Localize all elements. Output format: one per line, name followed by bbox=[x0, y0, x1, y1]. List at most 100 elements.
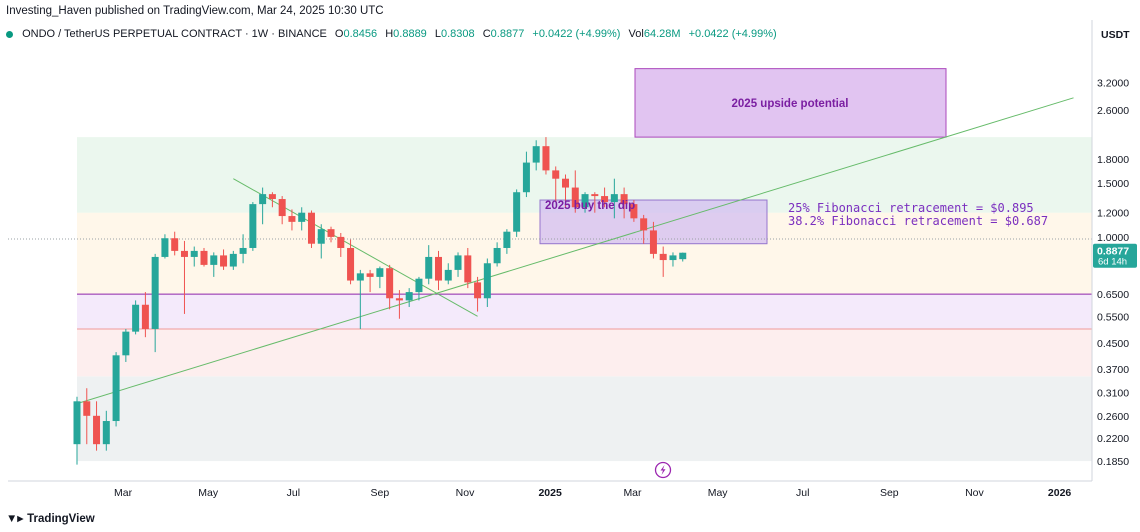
y-axis-unit: USDT bbox=[1101, 29, 1130, 41]
candle-body bbox=[522, 162, 530, 193]
candle-body bbox=[200, 250, 208, 265]
candle-body bbox=[298, 212, 306, 222]
candle-body bbox=[640, 218, 648, 231]
change-value: +0.0422 (+4.99%) bbox=[532, 28, 621, 40]
lightning-bolt-glyph bbox=[660, 465, 666, 475]
candle-body bbox=[376, 268, 384, 277]
candle-body bbox=[571, 187, 579, 208]
candle-body bbox=[190, 250, 198, 257]
candle-body bbox=[122, 331, 130, 356]
candle-body bbox=[532, 146, 540, 163]
candle-body bbox=[317, 229, 325, 244]
fib-band bbox=[77, 376, 1092, 462]
candle-body bbox=[151, 256, 159, 329]
downtrend-line bbox=[233, 178, 478, 317]
brand-name: TradingView bbox=[27, 513, 95, 525]
open-label: O bbox=[334, 28, 344, 40]
y-tick-label: 3.2000 bbox=[1097, 77, 1129, 89]
candle-body bbox=[102, 421, 110, 445]
candle-body bbox=[347, 247, 355, 281]
candle-body bbox=[405, 292, 413, 301]
candle-body bbox=[141, 304, 149, 329]
fib-band bbox=[77, 294, 1092, 329]
upside-potential-box bbox=[634, 68, 947, 138]
close-label: C bbox=[482, 28, 491, 40]
candle-body bbox=[601, 196, 609, 203]
symbol-name[interactable]: ONDO / TetherUS PERPETUAL CONTRACT · 1W … bbox=[22, 28, 327, 40]
candle-body bbox=[649, 230, 657, 254]
candle-body bbox=[395, 298, 403, 301]
y-tick-label: 0.2600 bbox=[1097, 411, 1129, 423]
candle-body bbox=[444, 269, 452, 281]
y-tick-label: 0.2200 bbox=[1097, 433, 1129, 445]
candle-body bbox=[307, 212, 315, 244]
x-tick-label: Mar bbox=[623, 487, 642, 499]
y-tick-label: 0.4500 bbox=[1097, 338, 1129, 350]
x-tick-label: Sep bbox=[371, 487, 390, 499]
candle-body bbox=[337, 236, 345, 248]
candle-body bbox=[493, 247, 501, 264]
y-tick-label: 1.2000 bbox=[1097, 208, 1129, 220]
candle-body bbox=[366, 273, 374, 277]
y-tick-label: 2.6000 bbox=[1097, 105, 1129, 117]
y-tick-label: 1.8000 bbox=[1097, 154, 1129, 166]
x-tick-label: Jul bbox=[796, 487, 809, 499]
x-tick-label: 2025 bbox=[538, 487, 562, 499]
current-price-label: 0.8877 bbox=[1097, 246, 1129, 258]
candle-body bbox=[268, 194, 276, 200]
symbol-info: ONDO / TetherUS PERPETUAL CONTRACT · 1W … bbox=[6, 28, 777, 40]
candle-body bbox=[93, 415, 101, 445]
countdown-label: 6d 14h bbox=[1098, 257, 1127, 268]
candle-body bbox=[386, 268, 394, 299]
candle-body bbox=[483, 263, 491, 299]
candle-body bbox=[73, 401, 81, 445]
candle-body bbox=[425, 256, 433, 279]
candle-body bbox=[542, 146, 550, 171]
candle-body bbox=[259, 194, 267, 205]
candle-body bbox=[454, 255, 462, 270]
x-tick-label: 2026 bbox=[1048, 487, 1072, 499]
current-price-badge bbox=[1093, 243, 1137, 268]
volume-value: 64.28M bbox=[643, 28, 681, 40]
fib-25-label: 25% Fibonacci retracement = $0.895 bbox=[788, 201, 1034, 215]
candle-body bbox=[210, 255, 218, 265]
publisher-line: Investing_Haven published on TradingView… bbox=[6, 5, 384, 17]
candle-body bbox=[630, 204, 638, 219]
candle-body bbox=[288, 216, 296, 222]
x-tick-label: May bbox=[708, 487, 729, 499]
x-tick-label: Nov bbox=[965, 487, 984, 499]
candle-body bbox=[610, 194, 618, 203]
uptrend-line bbox=[76, 97, 1074, 405]
candle-body bbox=[229, 253, 237, 267]
candle-body bbox=[356, 273, 364, 281]
y-tick-label: 0.3700 bbox=[1097, 364, 1129, 376]
candle-body bbox=[659, 253, 667, 261]
y-tick-label: 0.3100 bbox=[1097, 387, 1129, 399]
candle-body bbox=[562, 178, 569, 188]
candle-body bbox=[669, 255, 677, 261]
high-value: 0.8889 bbox=[393, 28, 427, 40]
candle-body bbox=[239, 247, 247, 254]
tradingview-logo-icon: ▼▸ bbox=[6, 513, 24, 525]
candle-body bbox=[620, 194, 628, 205]
upside-potential-label: 2025 upside potential bbox=[732, 98, 849, 110]
x-tick-label: May bbox=[198, 487, 219, 499]
candle-body bbox=[415, 278, 423, 293]
candle-body bbox=[679, 252, 687, 260]
candle-body bbox=[249, 204, 257, 248]
y-tick-label: 0.5500 bbox=[1097, 311, 1129, 323]
y-tick-label: 1.5000 bbox=[1097, 178, 1129, 190]
candle-body bbox=[464, 255, 472, 283]
buy-the-dip-label: 2025 buy the dip bbox=[545, 200, 635, 212]
candle-body bbox=[591, 194, 599, 197]
y-tick-label: 0.6500 bbox=[1097, 289, 1129, 301]
footer-brand: ▼▸ TradingView bbox=[6, 511, 95, 525]
y-tick-label: 0.1850 bbox=[1097, 456, 1129, 468]
close-value: 0.8877 bbox=[490, 28, 525, 40]
candle-body bbox=[220, 255, 228, 267]
fib-band bbox=[77, 328, 1092, 377]
x-tick-label: Nov bbox=[456, 487, 475, 499]
candle-body bbox=[503, 231, 511, 248]
open-value: 0.8456 bbox=[343, 28, 378, 40]
